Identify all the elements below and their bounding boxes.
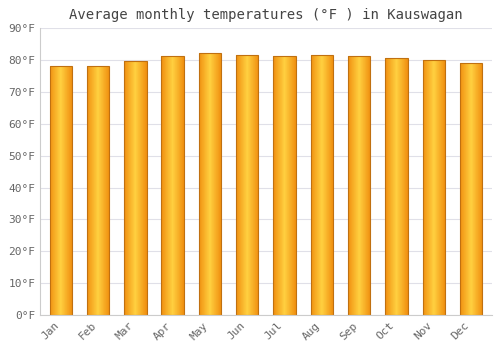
Bar	[422, 60, 445, 315]
Bar	[124, 61, 146, 315]
Bar	[87, 66, 109, 315]
Bar	[274, 56, 296, 315]
Bar	[236, 55, 258, 315]
Bar	[310, 55, 333, 315]
Bar	[348, 56, 370, 315]
Bar	[386, 58, 407, 315]
Bar	[199, 53, 221, 315]
Bar	[460, 63, 482, 315]
Bar	[50, 66, 72, 315]
Bar	[162, 56, 184, 315]
Title: Average monthly temperatures (°F ) in Kauswagan: Average monthly temperatures (°F ) in Ka…	[69, 8, 462, 22]
